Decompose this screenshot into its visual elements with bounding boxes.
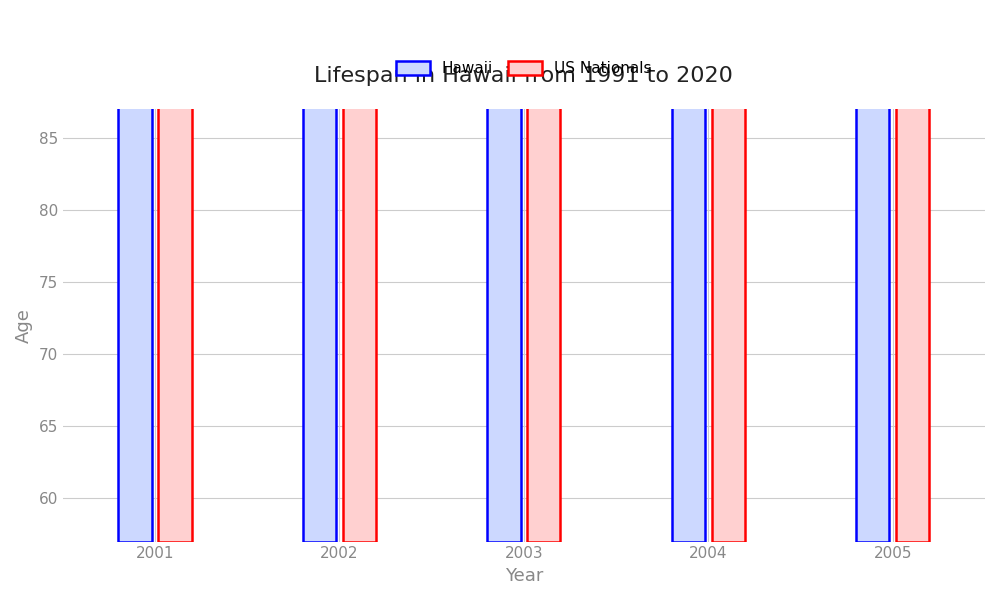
Y-axis label: Age: Age [15,308,33,343]
Bar [118,0,152,542]
Bar [672,0,705,542]
Bar [856,0,889,542]
Bar [712,0,745,542]
Bar [343,0,376,542]
Bar [303,0,336,542]
Bar [527,0,560,542]
Title: Lifespan in Hawaii from 1991 to 2020: Lifespan in Hawaii from 1991 to 2020 [314,65,733,86]
X-axis label: Year: Year [505,567,543,585]
Legend: Hawaii, US Nationals: Hawaii, US Nationals [396,61,652,76]
Bar [487,0,521,542]
Bar [896,0,929,542]
Bar [158,0,192,542]
